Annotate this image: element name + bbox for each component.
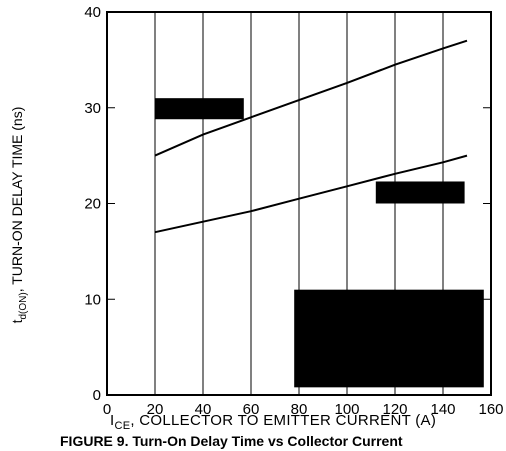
x-axis-title: ICE, COLLECTOR TO EMITTER CURRENT (A): [110, 412, 437, 432]
series-line-2: [154, 154, 468, 234]
x-tick-label-20: 20: [147, 401, 164, 418]
redaction-box-2: [375, 181, 465, 204]
x-tick-label-100: 100: [334, 401, 359, 418]
figure-caption: FIGURE 9. Turn-On Delay Time vs Collecto…: [60, 433, 403, 449]
x-tick-label-80: 80: [291, 401, 308, 418]
plot-frame: [106, 11, 492, 396]
plot-border: [106, 11, 492, 396]
redaction-group: [155, 98, 484, 388]
x-tick-label-60: 60: [243, 401, 260, 418]
series-line-1: [154, 39, 468, 157]
x-tick-label-40: 40: [195, 401, 212, 418]
y-tick-label-10: 10: [84, 291, 101, 308]
x-tick-label-160: 160: [478, 401, 503, 418]
y-axis-title-wrap: td(ON), TURN-ON DELAY TIME (ns): [6, 40, 32, 390]
redaction-box-3: [294, 289, 484, 388]
y-tick-label-40: 40: [84, 4, 101, 21]
redaction-box-1: [155, 98, 244, 120]
series-group: [154, 39, 468, 234]
tick-labels: 0 20 40 60 80 100 120 140 160 0 10 20 30 40: [84, 4, 503, 418]
y-axis-title: td(ON), TURN-ON DELAY TIME (ns): [9, 106, 29, 324]
x-tick-label-140: 140: [430, 401, 455, 418]
x-tick-label-0: 0: [103, 401, 111, 418]
y-tick-label-20: 20: [84, 196, 101, 213]
y-tick-label-30: 30: [84, 100, 101, 117]
x-tick-label-120: 120: [382, 401, 407, 418]
y-tick-label-0: 0: [93, 387, 101, 404]
